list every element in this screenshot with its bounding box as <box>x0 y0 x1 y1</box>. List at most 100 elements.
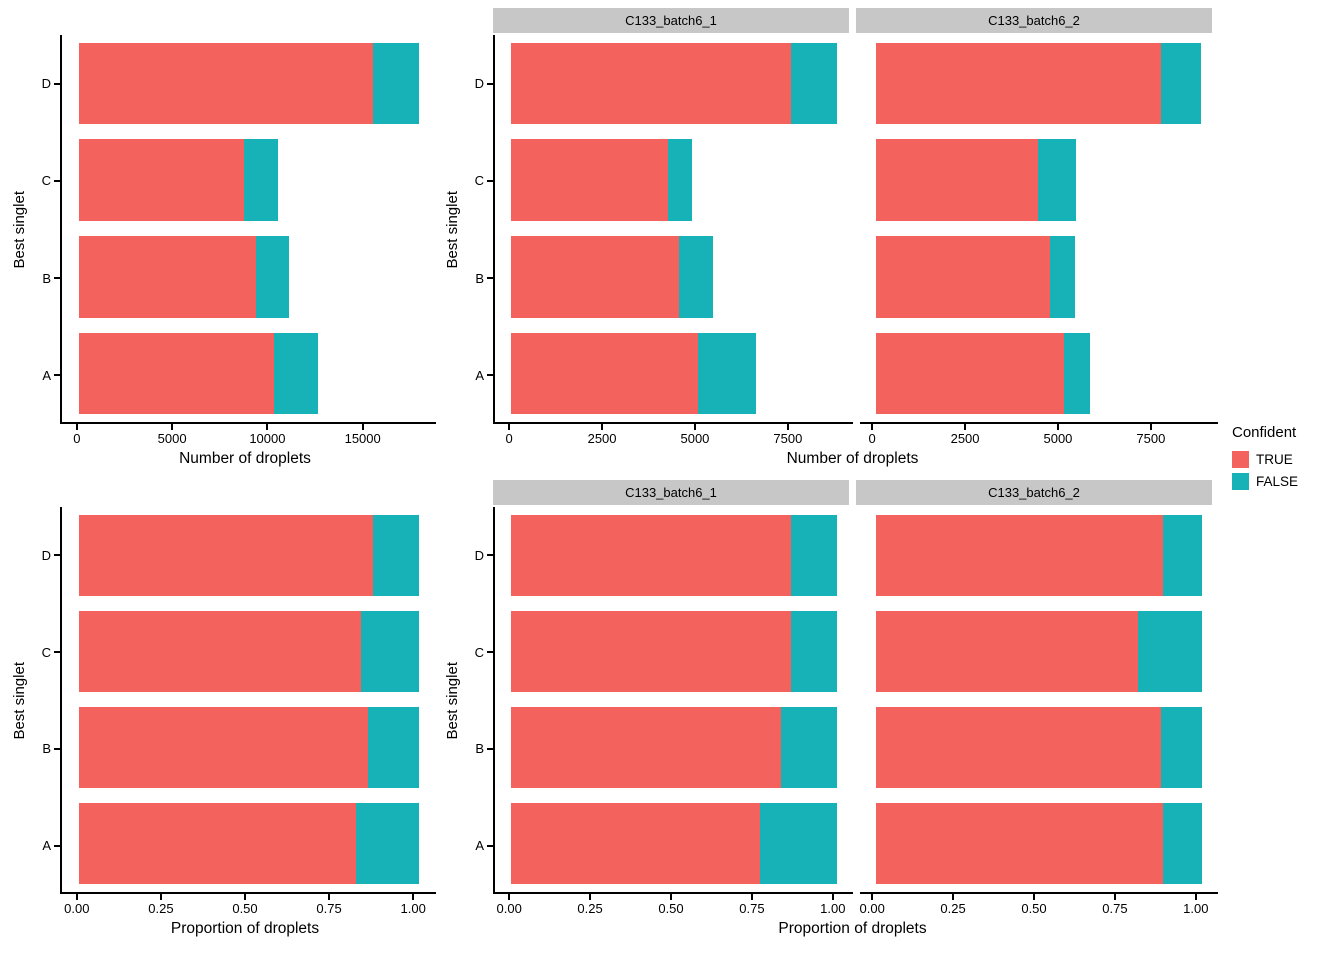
x-tick-label: 0 <box>505 431 513 446</box>
chart-proportion-by-batch: C133_batch6_1 C133_batch6_2 Best singlet D C… <box>441 480 1218 944</box>
bar-segment-false <box>667 139 693 221</box>
stacked-bar-A <box>62 332 436 415</box>
x-tick-panel: 0 2500 5000 7500 <box>493 424 849 450</box>
bar-segment-true <box>511 139 668 221</box>
bar-segment-true <box>876 42 1162 125</box>
x-tick-mark <box>1113 894 1116 900</box>
x-tick-mark <box>508 894 511 900</box>
bar-row-A <box>860 325 1218 422</box>
bar-segment-true <box>876 514 1163 596</box>
y-tick-slot: D <box>463 35 493 132</box>
bar-row-B <box>62 229 436 326</box>
bar-segment-false <box>678 236 714 318</box>
stacked-bar-A <box>495 803 853 885</box>
x-tick-mark <box>75 894 78 900</box>
facet-strip-label: C133_batch6_1 <box>625 13 717 28</box>
bar-row-C <box>860 603 1218 699</box>
facet-strip-label: C133_batch6_2 <box>988 485 1080 500</box>
x-tick-mark <box>361 424 364 430</box>
bar-row-C <box>495 132 853 229</box>
x-tick-label: 0.75 <box>316 901 342 916</box>
panel-area <box>493 35 1218 424</box>
bar-segment-true <box>511 514 792 596</box>
y-axis-labels: D C B A <box>463 507 493 894</box>
panel-area <box>60 507 436 894</box>
y-tick-slot: D <box>30 35 60 132</box>
x-axis-ticks-panels: 0.00 0.25 0.50 0.75 1.00 <box>60 894 430 920</box>
x-tick-label: 0.75 <box>739 901 765 916</box>
facet-strips-row: C133_batch6_1 C133_batch6_2 <box>493 8 1212 33</box>
x-tick-panel: 0 2500 5000 7500 <box>856 424 1212 450</box>
x-tick-mark <box>871 894 874 900</box>
stacked-bar-C <box>62 610 436 692</box>
bar-row-A <box>860 796 1218 892</box>
axis-gutter <box>441 894 493 920</box>
y-axis-title: Best singlet <box>8 35 30 424</box>
bar-segment-true <box>79 332 274 415</box>
bar-segment-false <box>1138 610 1202 692</box>
panel <box>493 507 853 894</box>
y-tick-label: A <box>42 367 51 383</box>
y-tick-mark <box>487 651 493 654</box>
stacked-bar-A <box>860 803 1218 885</box>
panel <box>860 35 1218 424</box>
y-tick-label: C <box>474 644 484 660</box>
x-axis-title-row: Number of droplets <box>441 450 1212 474</box>
stacked-bar-D <box>860 42 1218 125</box>
y-tick-slot: D <box>463 507 493 604</box>
y-tick-mark <box>487 554 493 557</box>
bar-segment-true <box>876 803 1163 885</box>
bar-row-B <box>495 700 853 796</box>
facet-strip: C133_batch6_2 <box>856 8 1212 33</box>
x-tick-label: 0.50 <box>1021 901 1047 916</box>
legend-key-false-icon <box>1232 473 1249 490</box>
bar-segment-false <box>1162 514 1202 596</box>
y-tick-label: A <box>42 838 51 854</box>
y-tick-mark <box>487 374 493 377</box>
chart-body: Best singlet D C B A <box>8 507 436 894</box>
y-tick-label: D <box>474 76 484 92</box>
y-tick-mark <box>487 277 493 280</box>
bar-segment-true <box>876 139 1038 221</box>
x-tick-label: 5000 <box>1043 431 1073 446</box>
bar-segment-false <box>791 610 837 692</box>
y-axis-labels: D C B A <box>463 35 493 424</box>
panel <box>60 507 436 894</box>
stacked-bar-B <box>860 707 1218 789</box>
stacked-bar-B <box>495 707 853 789</box>
x-tick-mark <box>266 424 269 430</box>
bar-segment-false <box>1161 707 1202 789</box>
chart-counts-by-batch: C133_batch6_1 C133_batch6_2 Best singlet D C… <box>441 8 1218 474</box>
x-tick-label: 0.00 <box>496 901 522 916</box>
x-tick-mark <box>244 894 246 900</box>
y-tick-mark <box>487 179 493 182</box>
y-axis-title: Best singlet <box>441 35 463 424</box>
bar-segment-false <box>1162 803 1202 885</box>
x-tick-label: 5000 <box>680 431 710 446</box>
y-tick-mark <box>54 374 60 377</box>
bar-segment-true <box>511 236 679 318</box>
x-tick-label: 1.00 <box>1183 901 1209 916</box>
x-tick-panel: 0.00 0.25 0.50 0.75 1.00 <box>493 894 849 920</box>
bar-segment-true <box>79 707 368 789</box>
bar-row-C <box>860 132 1218 229</box>
bar-segment-false <box>361 610 419 692</box>
x-tick-mark <box>750 894 753 900</box>
x-axis-ticks-row: 0 2500 5000 7500 0 2500 5000 7500 <box>441 424 1212 450</box>
bar-segment-true <box>79 139 244 221</box>
facet-strip: C133_batch6_2 <box>856 480 1212 505</box>
stacked-bar-C <box>495 610 853 692</box>
stacked-bar-B <box>62 707 436 789</box>
x-tick-mark <box>1149 424 1152 430</box>
bar-row-B <box>495 229 853 326</box>
stacked-bar-D <box>62 514 436 596</box>
x-axis-ticks-row: 0 5000 10000 15000 <box>8 424 430 450</box>
y-axis-title-text: Best singlet <box>10 661 28 740</box>
x-tick-label: 0.50 <box>658 901 684 916</box>
x-tick-mark <box>75 424 78 430</box>
x-axis-title: Proportion of droplets <box>170 920 320 937</box>
bar-row-D <box>495 35 853 132</box>
bar-segment-false <box>698 332 756 415</box>
y-tick-slot: C <box>30 132 60 229</box>
y-axis-title-text: Best singlet <box>443 190 461 269</box>
